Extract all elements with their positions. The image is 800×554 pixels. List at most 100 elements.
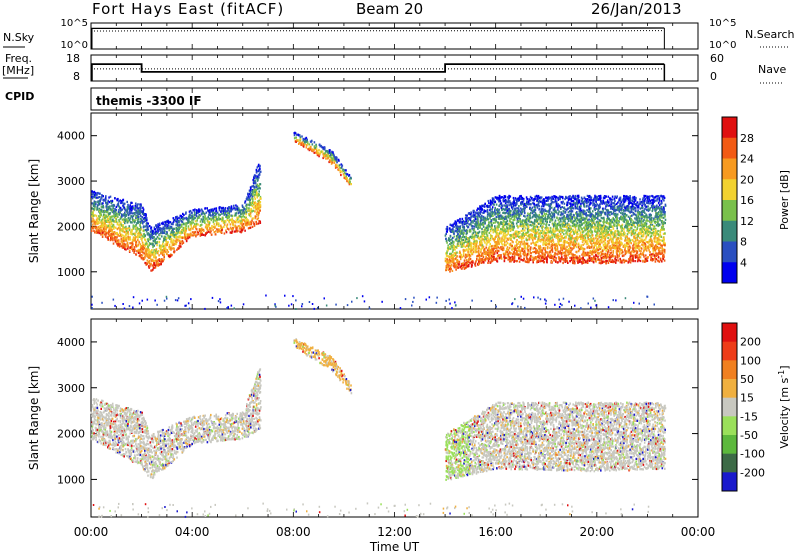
power-pt-1674 [206, 212, 208, 214]
power-pt-1717 [210, 215, 212, 217]
power-pt-733 [135, 236, 137, 238]
power-pt-437 [118, 241, 120, 243]
power-pt-441 [119, 214, 121, 216]
power-pt-642 [129, 217, 131, 219]
power-pt-2161 [254, 179, 256, 181]
power-pt-795 [138, 216, 140, 218]
power-pt-1655 [204, 220, 206, 222]
power-pt-270 [107, 225, 109, 227]
power-pt-1090 [155, 267, 157, 269]
power-pt-1499 [187, 233, 189, 235]
power-pt-1 [91, 230, 93, 232]
power-pt-2131 [253, 189, 255, 191]
power-pt-793 [137, 222, 139, 224]
power-pt-840 [140, 218, 142, 220]
power-pt-347 [112, 215, 114, 217]
power-pt-1984 [241, 216, 243, 218]
power-pt-1129 [157, 252, 159, 254]
power-pt-2091 [250, 215, 252, 217]
power-pt-551 [124, 203, 126, 205]
power-pt-1118 [156, 241, 158, 243]
power-pt-1839 [225, 211, 227, 213]
power-pt-1850 [227, 224, 229, 226]
power-pt-782 [137, 244, 139, 246]
power-pt-1547 [191, 212, 193, 214]
power-pt-338 [112, 200, 114, 202]
power-pt-234 [105, 224, 107, 226]
power-pt-1179 [160, 252, 162, 254]
power-pt-1909 [232, 224, 234, 226]
power-pt-1849 [226, 225, 228, 227]
power-pt-691 [133, 215, 135, 217]
power-pt-563 [125, 226, 127, 228]
power-pt-1759 [216, 216, 218, 218]
power-pt-360 [112, 207, 114, 209]
power-pt-1349 [173, 231, 175, 233]
power-pt-1742 [214, 231, 216, 233]
power-pt-454 [119, 231, 121, 233]
power-pt-1579 [195, 231, 197, 233]
power-pt-1905 [232, 228, 234, 230]
power-pt-305 [110, 196, 112, 198]
power-pt-1076 [153, 236, 155, 238]
power-pt-121 [99, 196, 101, 198]
power-pt-1525 [189, 236, 191, 238]
power-pt-909 [144, 257, 146, 259]
power-pt-2090 [250, 204, 252, 206]
power-pt-590 [126, 211, 128, 213]
power-pt-1329 [173, 217, 175, 219]
power-pt-843 [140, 205, 142, 207]
power-pt-1021 [150, 243, 152, 245]
power-pt-1932 [236, 212, 238, 214]
power-pt-2121 [252, 217, 254, 219]
power-pt-2133 [252, 179, 254, 181]
power-pt-1070 [153, 267, 155, 269]
power-pt-520 [122, 224, 124, 226]
power-pt-1571 [194, 210, 196, 212]
power-pt-1592 [196, 219, 198, 221]
power-pt-873 [142, 237, 144, 239]
power-pt-1852 [227, 219, 229, 221]
power-pt-1331 [172, 229, 174, 231]
power-pt-1680 [206, 207, 208, 209]
power-pt-1787 [219, 214, 221, 216]
power-pt-436 [118, 235, 120, 237]
power-pt-2166 [254, 198, 256, 200]
power-pt-1475 [184, 217, 186, 219]
power-pt-1943 [237, 218, 239, 220]
power-pt-646 [129, 208, 131, 210]
power-pt-1629 [201, 224, 203, 226]
power-pt-2255 [259, 174, 261, 176]
power-pt-1371 [176, 236, 178, 238]
power-pt-1515 [188, 218, 190, 220]
power-pt-2149 [254, 210, 256, 212]
power-pt-1226 [163, 258, 165, 260]
power-pt-2046 [247, 204, 249, 206]
power-pt-1235 [164, 225, 166, 227]
power-pt-955 [146, 242, 148, 244]
power-pt-57 [95, 197, 97, 199]
power-pt-1855 [227, 212, 229, 214]
power-pt-418 [117, 198, 119, 200]
power-pt-1437 [180, 245, 182, 247]
power-pt-903 [143, 252, 145, 254]
power-pt-1748 [214, 208, 216, 210]
power-pt-686 [132, 243, 134, 245]
power-pt-359 [113, 228, 115, 230]
power-pt-1492 [186, 228, 188, 230]
power-pt-131 [99, 200, 101, 202]
power-pt-1157 [159, 258, 161, 260]
power-pt-95 [97, 192, 99, 194]
power-pt-448 [119, 246, 121, 248]
power-pt-191 [103, 231, 105, 233]
power-pt-1537 [190, 225, 192, 227]
power-pt-1358 [175, 243, 177, 245]
power-pt-2088 [250, 227, 252, 229]
power-pt-749 [135, 216, 137, 218]
power-pt-355 [112, 239, 114, 241]
power-pt-895 [143, 244, 145, 246]
power-pt-299 [109, 224, 111, 226]
power-pt-1783 [219, 230, 221, 232]
power-pt-2134 [254, 225, 256, 227]
power-pt-1289 [168, 221, 170, 223]
